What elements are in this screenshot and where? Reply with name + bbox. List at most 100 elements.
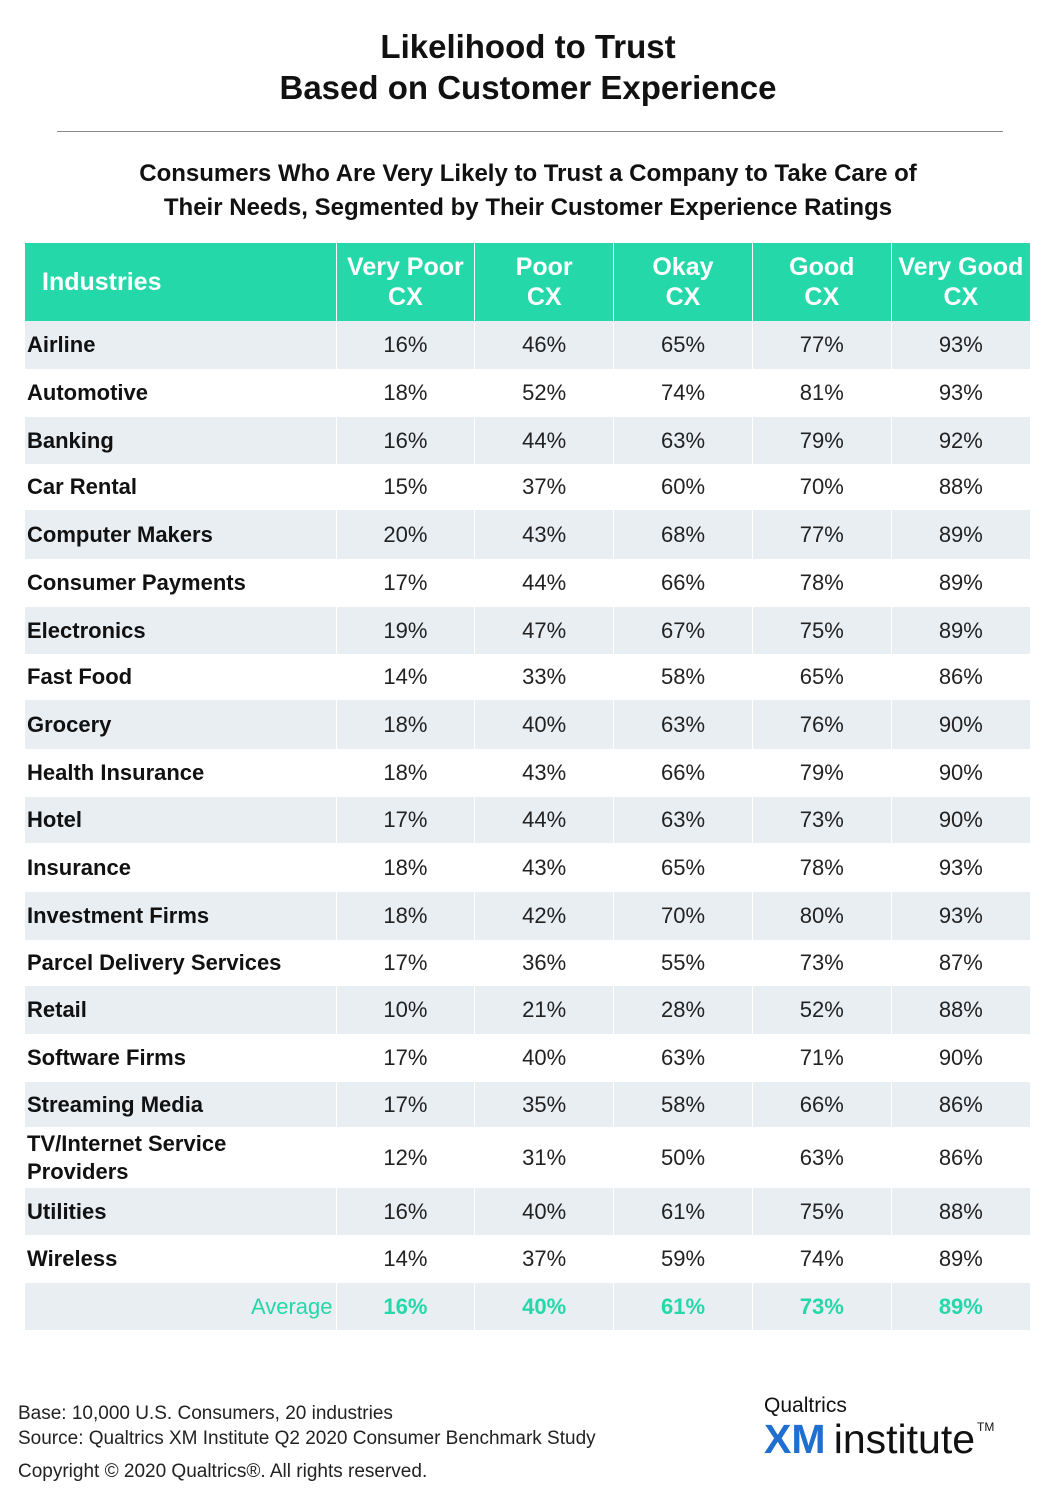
value-cell-okay-cx: 58%	[613, 1082, 753, 1127]
value-cell-good-cx: 78%	[751, 843, 892, 892]
value-cell-very-good-cx: 87%	[890, 940, 1030, 986]
value-cell-good-cx: 73%	[751, 797, 892, 843]
industry-name: Utilities	[25, 1188, 336, 1235]
value-cell-very-good-cx: 93%	[890, 321, 1030, 369]
value-cell-poor-cx: 40%	[474, 1188, 614, 1235]
value-cell-poor-cx: 44%	[474, 417, 614, 464]
industry-name: Electronics	[25, 607, 336, 654]
value-cell-okay-cx: 74%	[613, 369, 753, 417]
table-row: TV/Internet Service Providers 12% 31% 50% 63…	[25, 1127, 1030, 1188]
value-cell-very-good-cx: 86%	[890, 1082, 1030, 1127]
value-cell-very-good-cx: 92%	[890, 417, 1030, 464]
header-very-good-cx: Very Good CX	[890, 243, 1030, 321]
value-cell-good-cx: 70%	[751, 464, 892, 510]
industry-name: Wireless	[27, 1246, 118, 1271]
value-cell-very-good-cx: 89%	[890, 510, 1030, 559]
value-cell-good-cx: 71%	[751, 1034, 892, 1082]
value-cell-very-good-cx: 88%	[890, 464, 1030, 510]
value-cell-okay-cx: 58%	[613, 654, 753, 700]
value-cell-poor-cx: 40%	[474, 1034, 614, 1082]
value-cell-okay-cx: 60%	[613, 464, 753, 510]
value-cell-very-good-cx: 90%	[890, 700, 1030, 749]
value-cell-very-poor-cx: 18%	[335, 843, 475, 892]
table-row: Grocery 18% 40% 63% 76% 90%	[25, 700, 1030, 749]
value-cell-poor-cx: 33%	[474, 654, 614, 700]
industry-name: Banking	[25, 417, 336, 464]
value-cell-poor-cx: 44%	[474, 797, 614, 843]
table-row: Parcel Delivery Services 17% 36% 55% 73% 87%	[25, 940, 1030, 986]
table-row: Health Insurance 18% 43% 66% 79% 90%	[25, 749, 1030, 797]
chart-title: Likelihood to Trust Based on Customer Ex…	[0, 26, 1056, 108]
value-cell-very-good-cx: 86%	[890, 654, 1030, 700]
title-line-1: Likelihood to Trust	[380, 28, 676, 65]
table-row: Car Rental 15% 37% 60% 70% 88%	[25, 464, 1030, 510]
table-row: Streaming Media 17% 35% 58% 66% 86%	[25, 1082, 1030, 1127]
industry-name: Investment Firms	[25, 892, 336, 940]
footer-base: Base: 10,000 U.S. Consumers, 20 industri…	[18, 1403, 393, 1424]
value-cell-very-poor-cx: 16%	[335, 321, 475, 369]
value-cell-poor-cx: 43%	[474, 843, 614, 892]
industry-name: Software Firms	[27, 1045, 186, 1070]
average-value-very-poor-cx: 16%	[335, 1283, 475, 1330]
table-row: Software Firms 17% 40% 63% 71% 90%	[25, 1034, 1030, 1082]
value-cell-good-cx: 75%	[751, 607, 892, 654]
value-cell-very-poor-cx: 17%	[335, 940, 475, 986]
header-okay-cx: Okay CX	[613, 243, 753, 321]
logo-qualtrics-text: Qualtrics	[764, 1394, 847, 1417]
industry-name: Airline	[25, 321, 336, 369]
value-cell-okay-cx: 50%	[613, 1127, 753, 1188]
chart-subtitle: Consumers Who Are Very Likely to Trust a…	[0, 157, 1056, 225]
value-cell-very-good-cx: 89%	[890, 607, 1030, 654]
average-label: Average	[25, 1283, 336, 1330]
value-cell-very-poor-cx: 17%	[335, 559, 475, 607]
average-value-good-cx: 73%	[751, 1283, 892, 1330]
header-good-cx: Good CX	[751, 243, 892, 321]
value-cell-okay-cx: 63%	[613, 1034, 753, 1082]
value-cell-very-good-cx: 90%	[890, 797, 1030, 843]
value-cell-very-poor-cx: 18%	[335, 749, 475, 797]
value-cell-okay-cx: 63%	[613, 417, 753, 464]
value-cell-good-cx: 66%	[751, 1082, 892, 1127]
value-cell-okay-cx: 66%	[613, 559, 753, 607]
value-cell-good-cx: 73%	[751, 940, 892, 986]
value-cell-poor-cx: 52%	[474, 369, 614, 417]
value-cell-okay-cx: 67%	[613, 607, 753, 654]
value-cell-very-poor-cx: 16%	[335, 1188, 475, 1235]
title-line-2: Based on Customer Experience	[279, 69, 777, 106]
table-row: Banking 16% 44% 63% 79% 92%	[25, 417, 1030, 464]
average-value-poor-cx: 40%	[474, 1283, 614, 1330]
value-cell-good-cx: 74%	[751, 1235, 892, 1283]
value-cell-good-cx: 65%	[751, 654, 892, 700]
value-cell-okay-cx: 65%	[613, 321, 753, 369]
table-row: Computer Makers 20% 43% 68% 77% 89%	[25, 510, 1030, 559]
industry-name: Fast Food	[27, 664, 133, 689]
industry-name: Grocery	[25, 700, 336, 749]
value-cell-very-good-cx: 86%	[890, 1127, 1030, 1188]
value-cell-good-cx: 76%	[751, 700, 892, 749]
industry-name: Retail	[25, 986, 336, 1034]
table-row: Automotive 18% 52% 74% 81% 93%	[25, 369, 1030, 417]
value-cell-poor-cx: 44%	[474, 559, 614, 607]
value-cell-very-good-cx: 93%	[890, 892, 1030, 940]
value-cell-very-poor-cx: 17%	[335, 797, 475, 843]
value-cell-very-poor-cx: 18%	[335, 892, 475, 940]
value-cell-poor-cx: 47%	[474, 607, 614, 654]
value-cell-good-cx: 79%	[751, 417, 892, 464]
title-divider	[57, 131, 1003, 132]
industry-name: Parcel Delivery Services	[27, 950, 282, 975]
value-cell-very-good-cx: 89%	[890, 1235, 1030, 1283]
logo-xm-text: XM	[764, 1416, 826, 1462]
value-cell-very-poor-cx: 10%	[335, 986, 475, 1034]
subtitle-line-2: Their Needs, Segmented by Their Customer…	[163, 194, 893, 221]
value-cell-very-good-cx: 93%	[890, 369, 1030, 417]
value-cell-good-cx: 63%	[751, 1127, 892, 1188]
value-cell-poor-cx: 43%	[474, 510, 614, 559]
header-very-poor-cx: Very Poor CX	[335, 243, 475, 321]
logo-trademark: TM	[977, 1420, 995, 1434]
table-header-row: Industries Very Poor CX Poor CX Okay CX Goo…	[25, 243, 1030, 321]
value-cell-okay-cx: 65%	[613, 843, 753, 892]
value-cell-poor-cx: 31%	[474, 1127, 614, 1188]
table-row: Airline 16% 46% 65% 77% 93%	[25, 321, 1030, 369]
value-cell-poor-cx: 21%	[474, 986, 614, 1034]
logo-wordmark: XM institute TM	[764, 1416, 994, 1463]
